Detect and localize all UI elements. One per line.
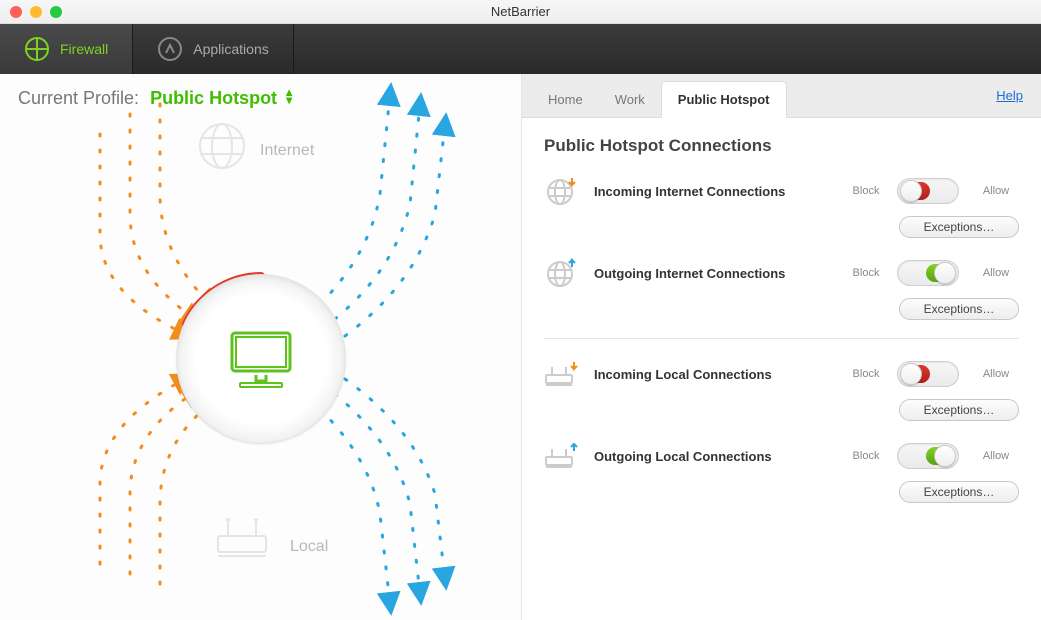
toggle-outgoing-internet[interactable] [897,260,959,286]
exceptions-button[interactable]: Exceptions… [899,298,1019,320]
help-link[interactable]: Help [996,88,1023,103]
toggle-outgoing-local[interactable] [897,443,959,469]
tab-work[interactable]: Work [599,82,661,117]
exceptions-button[interactable]: Exceptions… [899,399,1019,421]
router-outgoing-icon [544,439,578,473]
connection-label: Incoming Local Connections [594,367,835,382]
applications-icon [157,36,183,62]
connection-row: Outgoing Local Connections Block Allow [544,439,1019,473]
globe-incoming-icon [544,174,578,208]
block-label: Block [843,450,889,462]
main-nav: Firewall Applications [0,24,1041,74]
connection-row: Incoming Local Connections Block Allow [544,357,1019,391]
computer-node [176,274,346,444]
connections-title: Public Hotspot Connections [544,136,1019,156]
tab-home[interactable]: Home [532,82,599,117]
monitor-icon [226,329,296,389]
nav-tab-label: Firewall [60,41,108,57]
nav-tab-firewall[interactable]: Firewall [0,24,133,74]
connection-label: Incoming Internet Connections [594,184,835,199]
window-title: NetBarrier [0,4,1041,19]
exceptions-button[interactable]: Exceptions… [899,216,1019,238]
block-label: Block [843,368,889,380]
nav-tab-label: Applications [193,41,269,57]
router-incoming-icon [544,357,578,391]
connection-row: Outgoing Internet Connections Block Allo… [544,256,1019,290]
separator [544,338,1019,339]
block-label: Block [843,185,889,197]
diagram-panel: Current Profile: Public Hotspot ▴▾ [0,74,522,620]
exceptions-button[interactable]: Exceptions… [899,481,1019,503]
nav-tab-applications[interactable]: Applications [133,24,294,74]
tab-public-hotspot[interactable]: Public Hotspot [661,81,787,118]
toggle-incoming-local[interactable] [897,361,959,387]
titlebar: NetBarrier [0,0,1041,24]
allow-label: Allow [973,267,1019,279]
allow-label: Allow [973,450,1019,462]
connection-label: Outgoing Internet Connections [594,266,835,281]
allow-label: Allow [973,368,1019,380]
internet-node-label: Internet [260,142,314,160]
connection-row: Incoming Internet Connections Block Allo… [544,174,1019,208]
connection-label: Outgoing Local Connections [594,449,835,464]
firewall-icon [24,36,50,62]
globe-outgoing-icon [544,256,578,290]
block-label: Block [843,267,889,279]
settings-panel: Home Work Public Hotspot Help Public Hot… [522,74,1041,620]
allow-label: Allow [973,185,1019,197]
profile-tabs: Home Work Public Hotspot Help [522,74,1041,118]
toggle-incoming-internet[interactable] [897,178,959,204]
local-node-label: Local [290,538,328,556]
